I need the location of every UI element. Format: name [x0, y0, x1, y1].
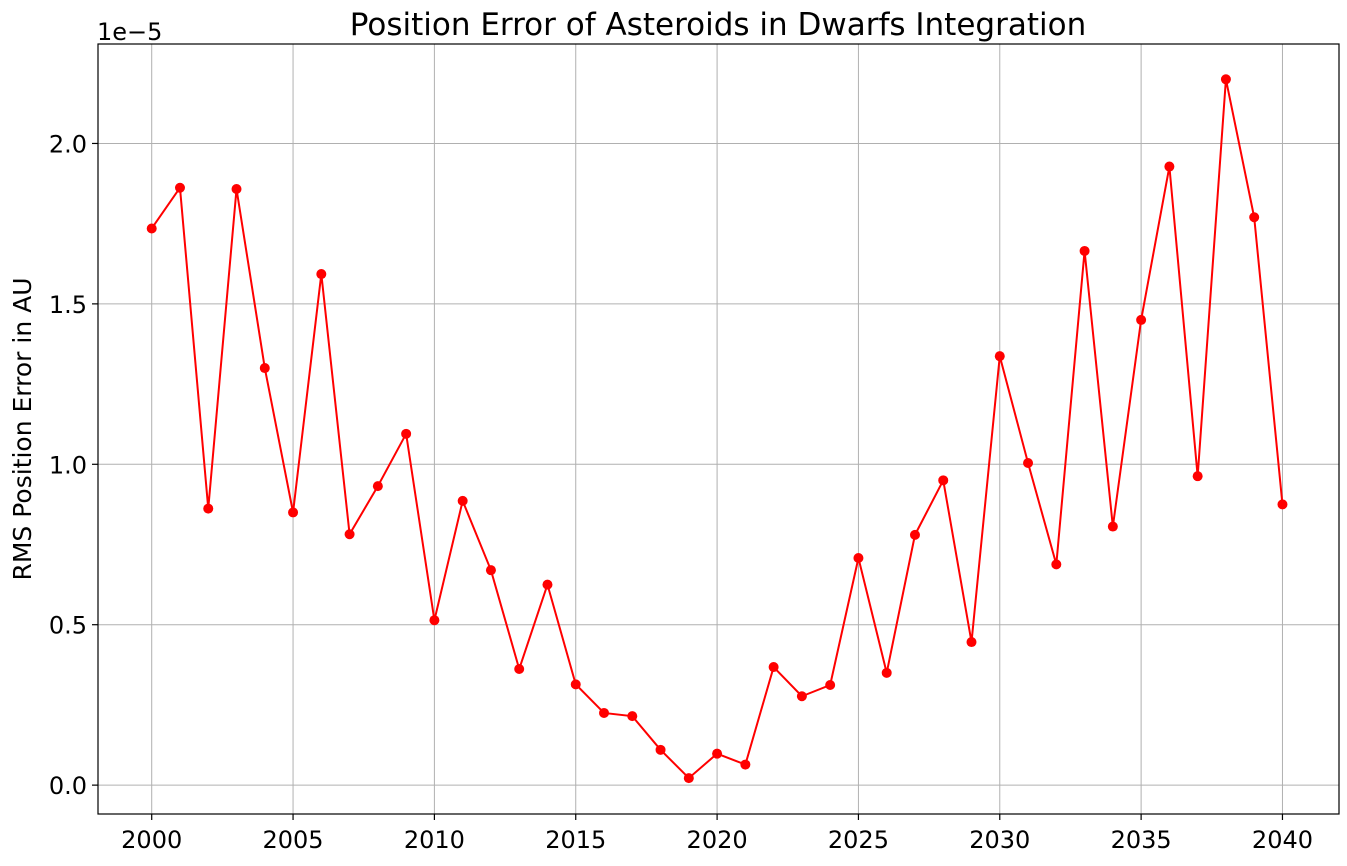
data-point — [1136, 314, 1147, 325]
data-point — [627, 711, 638, 722]
data-point — [1164, 161, 1175, 172]
axes — [97, 43, 1340, 815]
x-tick-label: 2035 — [1111, 826, 1172, 854]
data-point — [1051, 559, 1062, 570]
data-point — [740, 759, 751, 770]
data-point — [768, 662, 779, 673]
data-point — [881, 667, 892, 678]
grid-lines — [98, 44, 1339, 814]
x-tick-label: 2030 — [969, 826, 1030, 854]
plot-frame — [97, 43, 1340, 815]
data-point — [372, 481, 383, 492]
data-point — [796, 691, 807, 702]
data-point — [570, 679, 581, 690]
data-point — [938, 475, 949, 486]
data-point — [288, 507, 299, 518]
data-point — [655, 744, 666, 755]
y-axis-offset-label: 1e−5 — [97, 18, 162, 46]
y-axis-label: RMS Position Error in AU — [8, 277, 37, 580]
x-tick-label: 2015 — [545, 826, 606, 854]
data-point — [599, 707, 610, 718]
y-axis-ticks: 0.0 0.5 1.0 1.5 2.0 — [49, 130, 98, 800]
data-point — [853, 552, 864, 563]
y-tick-label: 0.0 — [49, 772, 87, 800]
data-point — [994, 351, 1005, 362]
x-tick-label: 2005 — [263, 826, 324, 854]
x-tick-label: 2025 — [828, 826, 889, 854]
data-point — [683, 773, 694, 784]
data-point — [429, 615, 440, 626]
data-point — [825, 680, 836, 691]
data-point — [146, 223, 157, 234]
y-tick-label: 1.5 — [49, 291, 87, 319]
data-point — [457, 495, 468, 506]
data-point — [542, 579, 553, 590]
data-point — [712, 748, 723, 759]
data-point — [401, 428, 412, 439]
data-point — [344, 529, 355, 540]
y-tick-label: 2.0 — [49, 130, 87, 158]
data-point — [485, 565, 496, 576]
data-point — [174, 182, 185, 193]
y-tick-label: 1.0 — [49, 451, 87, 479]
data-point — [966, 637, 977, 648]
data-point — [1277, 499, 1288, 510]
x-tick-label: 2040 — [1252, 826, 1313, 854]
x-axis-ticks: 2000 2005 2010 2015 2020 2025 2030 2035 2040 — [121, 814, 1313, 854]
x-tick-label: 2020 — [687, 826, 748, 854]
data-point — [203, 503, 214, 514]
data-series — [146, 74, 1288, 784]
data-point — [514, 663, 525, 674]
data-point — [231, 184, 242, 195]
data-point — [909, 529, 920, 540]
data-point — [1023, 458, 1034, 469]
y-tick-label: 0.5 — [49, 612, 87, 640]
data-point — [259, 363, 270, 374]
data-point — [1192, 471, 1203, 482]
data-point — [316, 269, 327, 280]
chart-title: Position Error of Asteroids in Dwarfs In… — [350, 7, 1086, 43]
x-tick-label: 2000 — [121, 826, 182, 854]
data-point — [1220, 74, 1231, 85]
x-tick-label: 2010 — [404, 826, 465, 854]
data-point — [1079, 245, 1090, 256]
data-point — [1249, 212, 1260, 223]
data-point — [1107, 521, 1118, 532]
